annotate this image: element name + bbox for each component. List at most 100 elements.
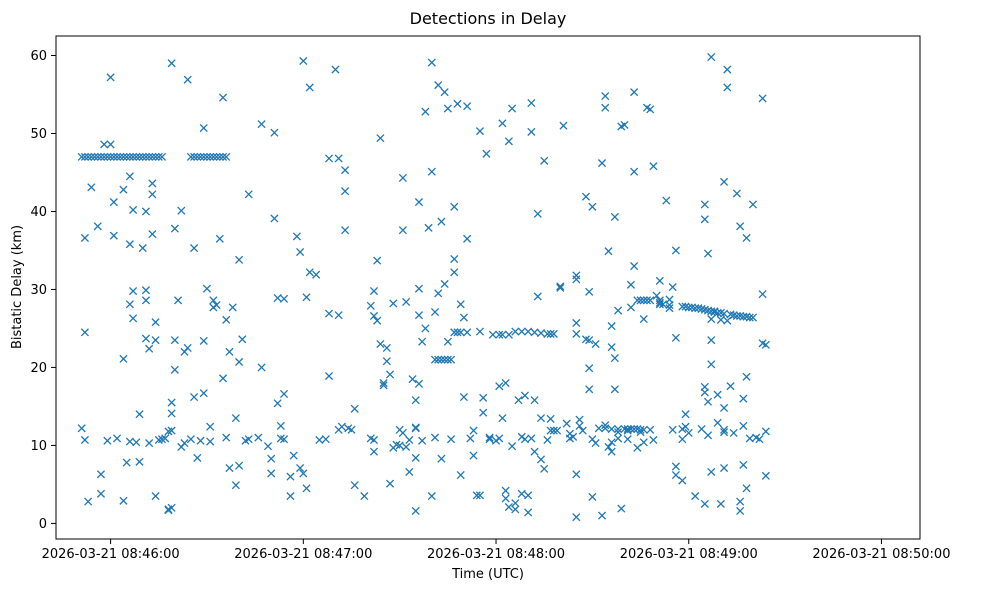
data-point (145, 152, 154, 161)
data-point (601, 91, 610, 101)
data-point (167, 426, 176, 435)
axes-frame (55, 35, 921, 540)
data-point (716, 315, 725, 324)
data-point (421, 324, 430, 333)
data-point (373, 256, 382, 265)
data-point (514, 396, 523, 405)
data-point (270, 128, 279, 137)
data-point (755, 435, 764, 444)
data-point (745, 313, 754, 322)
data-point (739, 394, 748, 403)
data-point (761, 340, 770, 349)
data-point (96, 489, 106, 498)
x-tick-label: 2026-03-21 08:47:00 (234, 547, 372, 562)
data-point (601, 424, 610, 433)
data-point (228, 303, 237, 312)
data-point (543, 435, 552, 445)
data-point (103, 436, 112, 445)
data-point (116, 152, 125, 161)
data-point (662, 196, 671, 205)
data-point (225, 347, 234, 356)
data-point (199, 152, 208, 161)
data-point (190, 393, 199, 402)
data-point (84, 497, 93, 506)
data-point (398, 226, 407, 235)
data-point (112, 434, 122, 443)
data-point (630, 88, 639, 97)
data-point (707, 336, 716, 345)
data-point (411, 506, 420, 515)
data-point (636, 428, 645, 437)
data-point (607, 343, 616, 352)
data-point (479, 408, 488, 417)
data-point (218, 93, 228, 102)
data-point (707, 467, 716, 476)
data-point (434, 81, 443, 90)
data-point (173, 296, 183, 305)
data-point (655, 296, 664, 305)
data-point (463, 328, 472, 337)
data-point (684, 303, 693, 312)
data-point (453, 99, 462, 108)
y-tick-label: 20 (30, 361, 47, 376)
data-point (183, 343, 192, 352)
data-point (411, 453, 420, 462)
data-point (112, 152, 122, 161)
data-point (511, 499, 520, 508)
data-point (761, 427, 770, 436)
data-point (614, 428, 623, 437)
data-point (504, 502, 513, 512)
data-point (504, 330, 513, 339)
data-point (80, 152, 89, 161)
data-point (668, 425, 677, 434)
data-point (501, 378, 510, 388)
y-axis-label: Bistatic Delay (km) (10, 225, 25, 349)
data-point (614, 306, 623, 315)
data-point (639, 315, 648, 324)
data-point (495, 434, 504, 443)
data-point (379, 381, 388, 390)
data-point (450, 202, 459, 211)
data-point (347, 425, 356, 434)
x-tick-label: 2026-03-21 08:48:00 (427, 547, 565, 562)
data-point (141, 286, 150, 295)
data-point (385, 479, 395, 488)
data-point (479, 393, 488, 402)
data-point (199, 389, 208, 398)
data-point (132, 152, 141, 161)
plot-area (55, 35, 921, 540)
x-tick-label: 2026-03-21 08:49:00 (620, 547, 758, 562)
data-point (508, 104, 517, 113)
data-point (334, 154, 343, 163)
data-point (482, 149, 491, 158)
data-point (183, 75, 192, 84)
data-point (106, 73, 115, 82)
data-point (135, 457, 144, 466)
data-point (572, 470, 581, 479)
data-point (559, 121, 568, 130)
data-point (540, 464, 549, 473)
data-point (244, 435, 253, 444)
data-point (299, 469, 308, 478)
data-point (202, 284, 212, 293)
data-point (411, 423, 420, 432)
data-point (601, 421, 610, 430)
data-point (604, 442, 613, 452)
data-point (585, 287, 594, 296)
data-point (427, 492, 436, 501)
data-point (100, 140, 109, 149)
data-point (244, 190, 253, 199)
data-point (122, 152, 131, 161)
data-point (527, 99, 536, 108)
data-point (578, 426, 587, 435)
data-markers (77, 52, 770, 522)
data-point (700, 499, 709, 508)
data-point (720, 463, 729, 473)
data-point (517, 489, 526, 498)
data-point (758, 290, 767, 299)
data-point (620, 120, 629, 129)
data-point (141, 296, 150, 305)
data-point (305, 268, 314, 277)
data-point (633, 296, 642, 305)
data-point (366, 301, 375, 310)
